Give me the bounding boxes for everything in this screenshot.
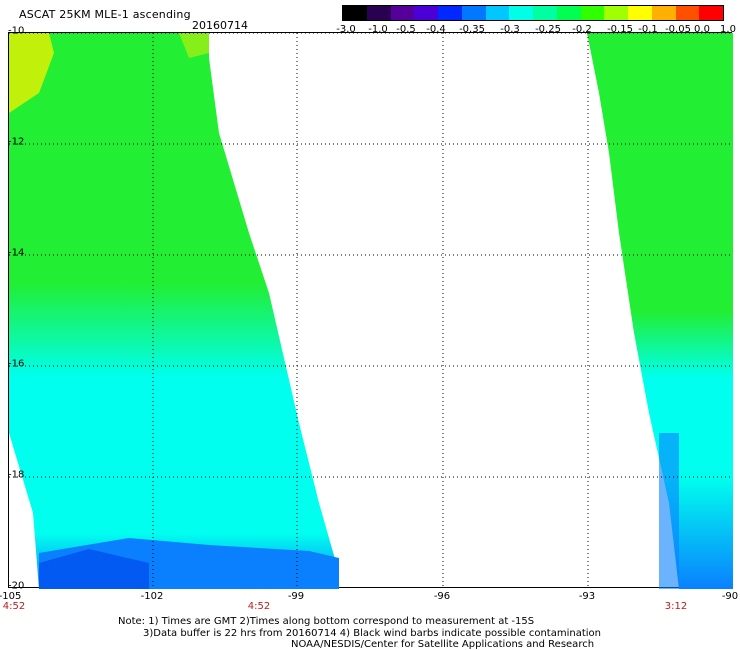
lat-label: -12 [8,136,25,148]
colorbar-tick: -0.25 [535,24,561,35]
lat-label: -10 [8,25,25,37]
high-wind-patch [9,33,54,113]
lon-label: -93 [578,591,596,602]
colorbar-segment [556,6,581,20]
lon-label: -99 [287,591,305,602]
footnote-line-3: NOAA/NESDIS/Center for Satellite Applica… [291,639,595,650]
colorbar-tick: -0.4 [426,24,446,35]
colorbar-tick: -0.5 [396,24,416,35]
colorbar-segment [343,6,367,20]
colorbar [342,5,724,21]
time-label: 4:52 [2,601,26,612]
colorbar-segment [390,6,415,20]
product-date: 20160714 [192,19,248,32]
colorbar-segment [485,6,510,20]
colorbar-segment [533,6,557,20]
left-swath [9,33,339,589]
colorbar-tick: -3.0 [336,24,356,35]
wind-map-panel [8,32,733,589]
colorbar-tick: -0.35 [459,24,485,35]
lon-label: -90 [721,591,739,602]
high-wind-patch [179,33,209,58]
low-wind-band [659,433,679,589]
lat-label: -20 [8,580,25,592]
colorbar-segment [509,6,533,20]
lon-label: -102 [140,591,164,602]
lat-label: -16 [8,358,25,370]
colorbar-tick: 1.0 [720,24,736,35]
colorbar-segment [438,6,462,20]
wind-map-canvas [9,33,733,589]
footnote-line-1: Note: 1) Times are GMT 2)Times along bot… [118,616,535,627]
lon-label: -96 [433,591,451,602]
colorbar-segment [699,6,723,20]
colorbar-segment [604,6,628,20]
time-label: 3:12 [664,601,688,612]
time-label: 4:52 [247,601,271,612]
product-title: ASCAT 25KM MLE-1 ascending [19,8,191,21]
colorbar-segment [414,6,438,20]
lat-label: -14 [8,247,25,259]
colorbar-tick-labels: -3.0 -1.0 -0.5 -0.4 -0.35 -0.3 -0.25 -0.… [326,24,740,38]
colorbar-segment [366,6,391,20]
colorbar-tick: -0.3 [500,24,520,35]
lon-label: -105 [0,591,22,602]
colorbar-segment [580,6,605,20]
colorbar-tick: -0.1 [638,24,658,35]
colorbar-tick: -0.05 [665,24,691,35]
low-wind-band [39,549,149,589]
footnote-line-2: 3)Data buffer is 22 hrs from 20160714 4)… [143,628,601,639]
colorbar-tick: -1.0 [368,24,388,35]
right-swath [587,33,733,589]
colorbar-segment [461,6,486,20]
lat-label: -18 [8,469,25,481]
colorbar-segment [628,6,652,20]
colorbar-segment [675,6,700,20]
colorbar-tick: -0.15 [607,24,633,35]
colorbar-tick: -0.2 [572,24,592,35]
colorbar-tick: 0.0 [694,24,710,35]
colorbar-segment [651,6,676,20]
